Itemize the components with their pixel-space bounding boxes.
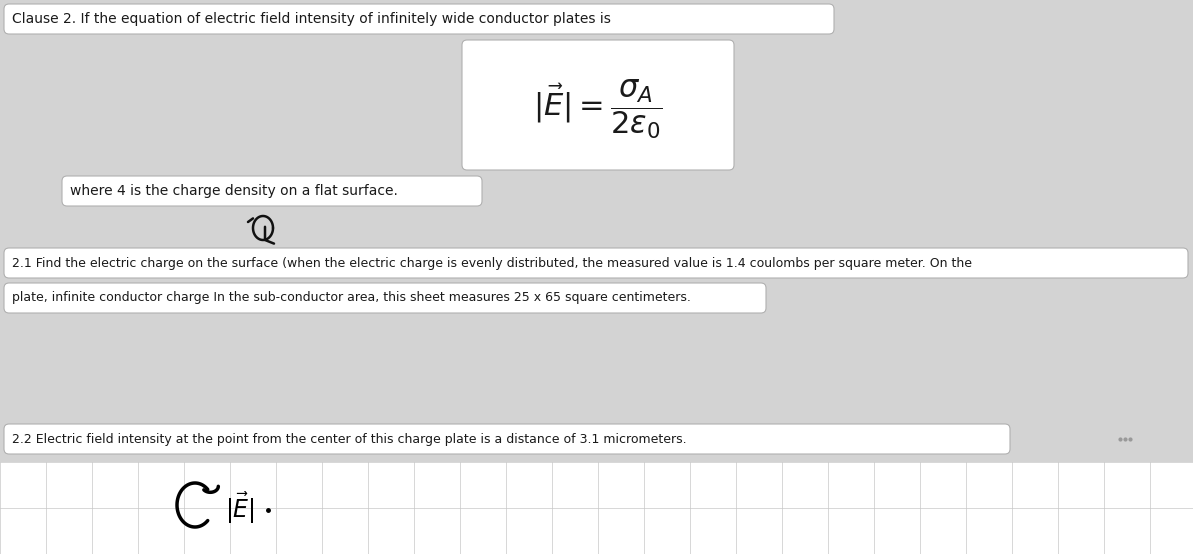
Text: $|\vec{E}|$: $|\vec{E}|$ — [225, 490, 255, 526]
Text: Clause 2. If the equation of electric field intensity of infinitely wide conduct: Clause 2. If the equation of electric fi… — [12, 12, 611, 26]
Text: $|\vec{E}| = \dfrac{\sigma_A}{2\varepsilon_0}$: $|\vec{E}| = \dfrac{\sigma_A}{2\varepsil… — [533, 77, 663, 141]
Text: plate, infinite conductor charge In the sub-conductor area, this sheet measures : plate, infinite conductor charge In the … — [12, 291, 691, 305]
FancyBboxPatch shape — [4, 248, 1188, 278]
Bar — [0, 462, 1193, 554]
Text: 2.2 Electric field intensity at the point from the center of this charge plate i: 2.2 Electric field intensity at the poin… — [12, 433, 687, 445]
FancyBboxPatch shape — [4, 4, 834, 34]
Text: where 4 is the charge density on a flat surface.: where 4 is the charge density on a flat … — [70, 184, 398, 198]
FancyBboxPatch shape — [4, 283, 766, 313]
FancyBboxPatch shape — [462, 40, 734, 170]
Text: 2.1 Find the electric charge on the surface (when the electric charge is evenly : 2.1 Find the electric charge on the surf… — [12, 257, 972, 269]
FancyBboxPatch shape — [4, 424, 1010, 454]
FancyBboxPatch shape — [62, 176, 482, 206]
